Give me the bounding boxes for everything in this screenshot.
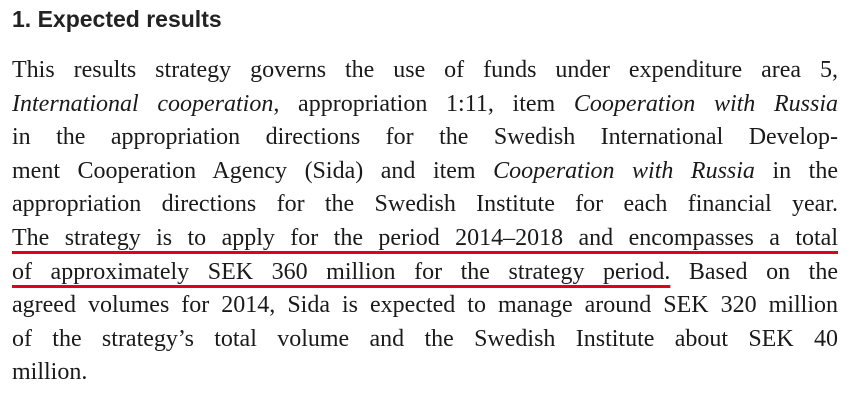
text-line: International cooperation, appropriation… — [12, 88, 838, 122]
text: Based on the — [670, 258, 838, 285]
paragraph: This results strategy governs the use of… — [12, 54, 838, 390]
text: agreed volumes for 2014, Sida is expecte… — [12, 292, 838, 319]
text-line: agreed volumes for 2014, Sida is expecte… — [12, 289, 838, 323]
underlined-text: of approximately SEK 360 million for the… — [12, 258, 671, 285]
text: in the — [754, 157, 839, 184]
text-line: in the appropriation directions for the … — [12, 121, 838, 155]
underlined-text: The strategy is to apply for the period … — [12, 224, 838, 251]
text: million. — [12, 359, 88, 386]
text-line: of approximately SEK 360 million for the… — [12, 256, 838, 290]
text-line: This results strategy governs the use of… — [12, 54, 838, 88]
italic-text: Cooperation with Russia — [573, 90, 839, 117]
section-heading: 1. Expected results — [12, 6, 222, 32]
text-line: ment Cooperation Agency (Sida) and item … — [12, 155, 838, 189]
text: , appropriation 1:11, item — [273, 90, 574, 117]
text: in the appropriation directions for the … — [12, 124, 838, 151]
underlined-line: The strategy is to apply for the period … — [12, 222, 838, 256]
text-line: of the strategy’s total volume and the S… — [12, 323, 838, 357]
text-line: million. — [12, 356, 838, 390]
text: ment Cooperation Agency (Sida) and item — [12, 157, 494, 184]
text: This results strategy governs the use of… — [12, 57, 838, 83]
italic-text: Cooperation with Russia — [493, 157, 755, 184]
text: appropriation directions for the Swedish… — [12, 191, 838, 218]
italic-text: International cooperation — [12, 90, 274, 117]
text: of the strategy’s total volume and the S… — [12, 325, 838, 352]
text-line: appropriation directions for the Swedish… — [12, 188, 838, 222]
